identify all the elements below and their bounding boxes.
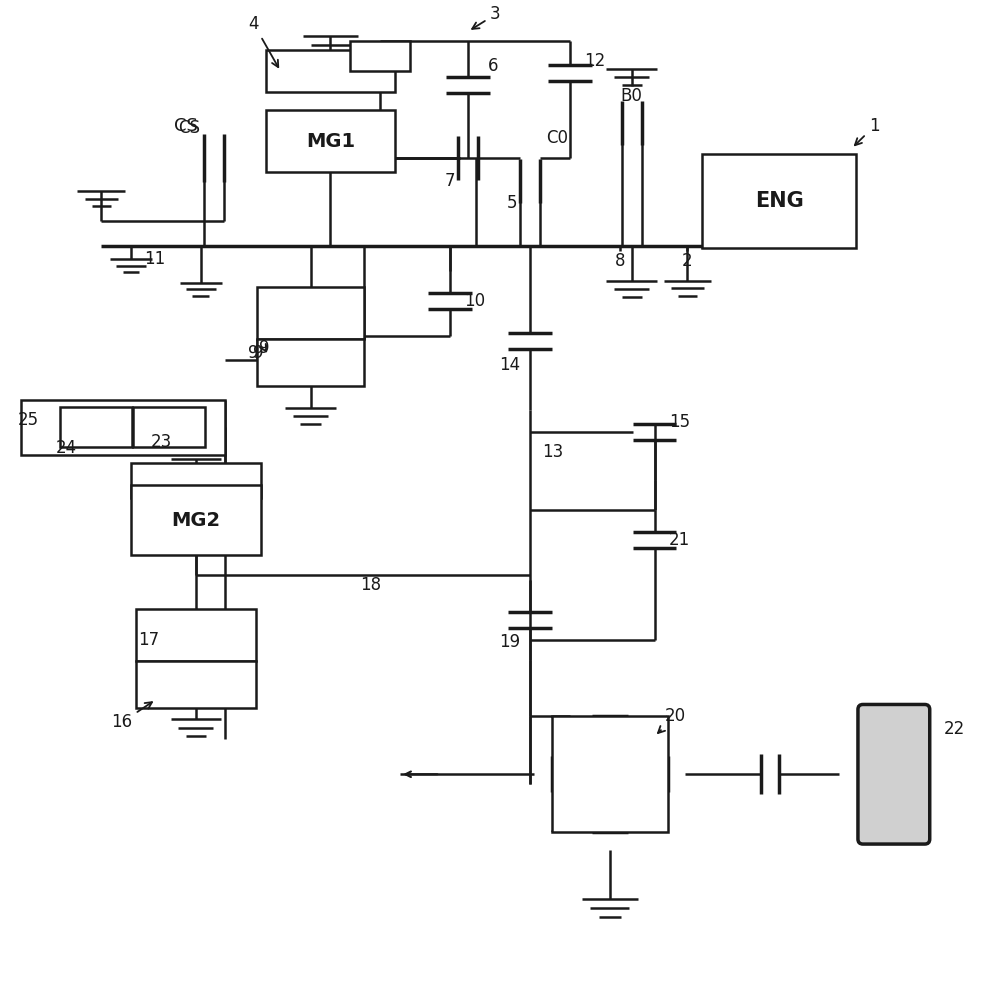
- Text: 9: 9: [248, 344, 258, 362]
- Text: 7: 7: [445, 172, 455, 190]
- Text: 22: 22: [943, 720, 965, 738]
- Text: 9: 9: [258, 339, 269, 357]
- Text: 2: 2: [682, 252, 693, 270]
- Text: 3: 3: [472, 5, 501, 29]
- Text: 15: 15: [669, 413, 690, 431]
- Text: 18: 18: [360, 576, 381, 594]
- Text: 23: 23: [150, 433, 172, 451]
- Text: MG1: MG1: [306, 132, 355, 151]
- Text: MG2: MG2: [171, 511, 221, 530]
- FancyBboxPatch shape: [858, 704, 929, 844]
- Text: 11: 11: [144, 250, 165, 268]
- Text: 1: 1: [855, 117, 880, 145]
- Text: 9: 9: [253, 344, 264, 362]
- Text: 12: 12: [584, 52, 605, 70]
- Text: 25: 25: [18, 411, 39, 429]
- Text: B0: B0: [620, 87, 642, 105]
- Text: 10: 10: [464, 292, 486, 310]
- Text: 20: 20: [658, 707, 686, 733]
- Bar: [131, 485, 260, 555]
- Text: 13: 13: [542, 443, 564, 461]
- Bar: [21, 400, 226, 455]
- Bar: [256, 287, 365, 339]
- Bar: [552, 716, 668, 832]
- Bar: [133, 407, 205, 447]
- Bar: [136, 661, 255, 708]
- Text: 16: 16: [111, 702, 152, 731]
- Bar: [265, 50, 396, 92]
- Text: 21: 21: [669, 531, 690, 549]
- Text: CS: CS: [178, 119, 200, 137]
- Text: 19: 19: [499, 633, 521, 651]
- Bar: [265, 110, 396, 172]
- Text: 5: 5: [507, 194, 517, 212]
- Text: 17: 17: [138, 631, 160, 649]
- Bar: [61, 407, 132, 447]
- Text: CS: CS: [174, 117, 198, 135]
- Bar: [256, 339, 365, 386]
- Text: 8: 8: [614, 252, 625, 270]
- Text: 6: 6: [488, 57, 498, 75]
- Text: 14: 14: [499, 356, 521, 374]
- Bar: [136, 609, 255, 661]
- Text: ENG: ENG: [754, 191, 803, 211]
- Text: C0: C0: [546, 129, 568, 147]
- Bar: [131, 463, 260, 498]
- Text: 24: 24: [56, 439, 77, 457]
- Bar: [702, 154, 857, 248]
- Text: 4: 4: [248, 15, 278, 67]
- Bar: [351, 41, 411, 71]
